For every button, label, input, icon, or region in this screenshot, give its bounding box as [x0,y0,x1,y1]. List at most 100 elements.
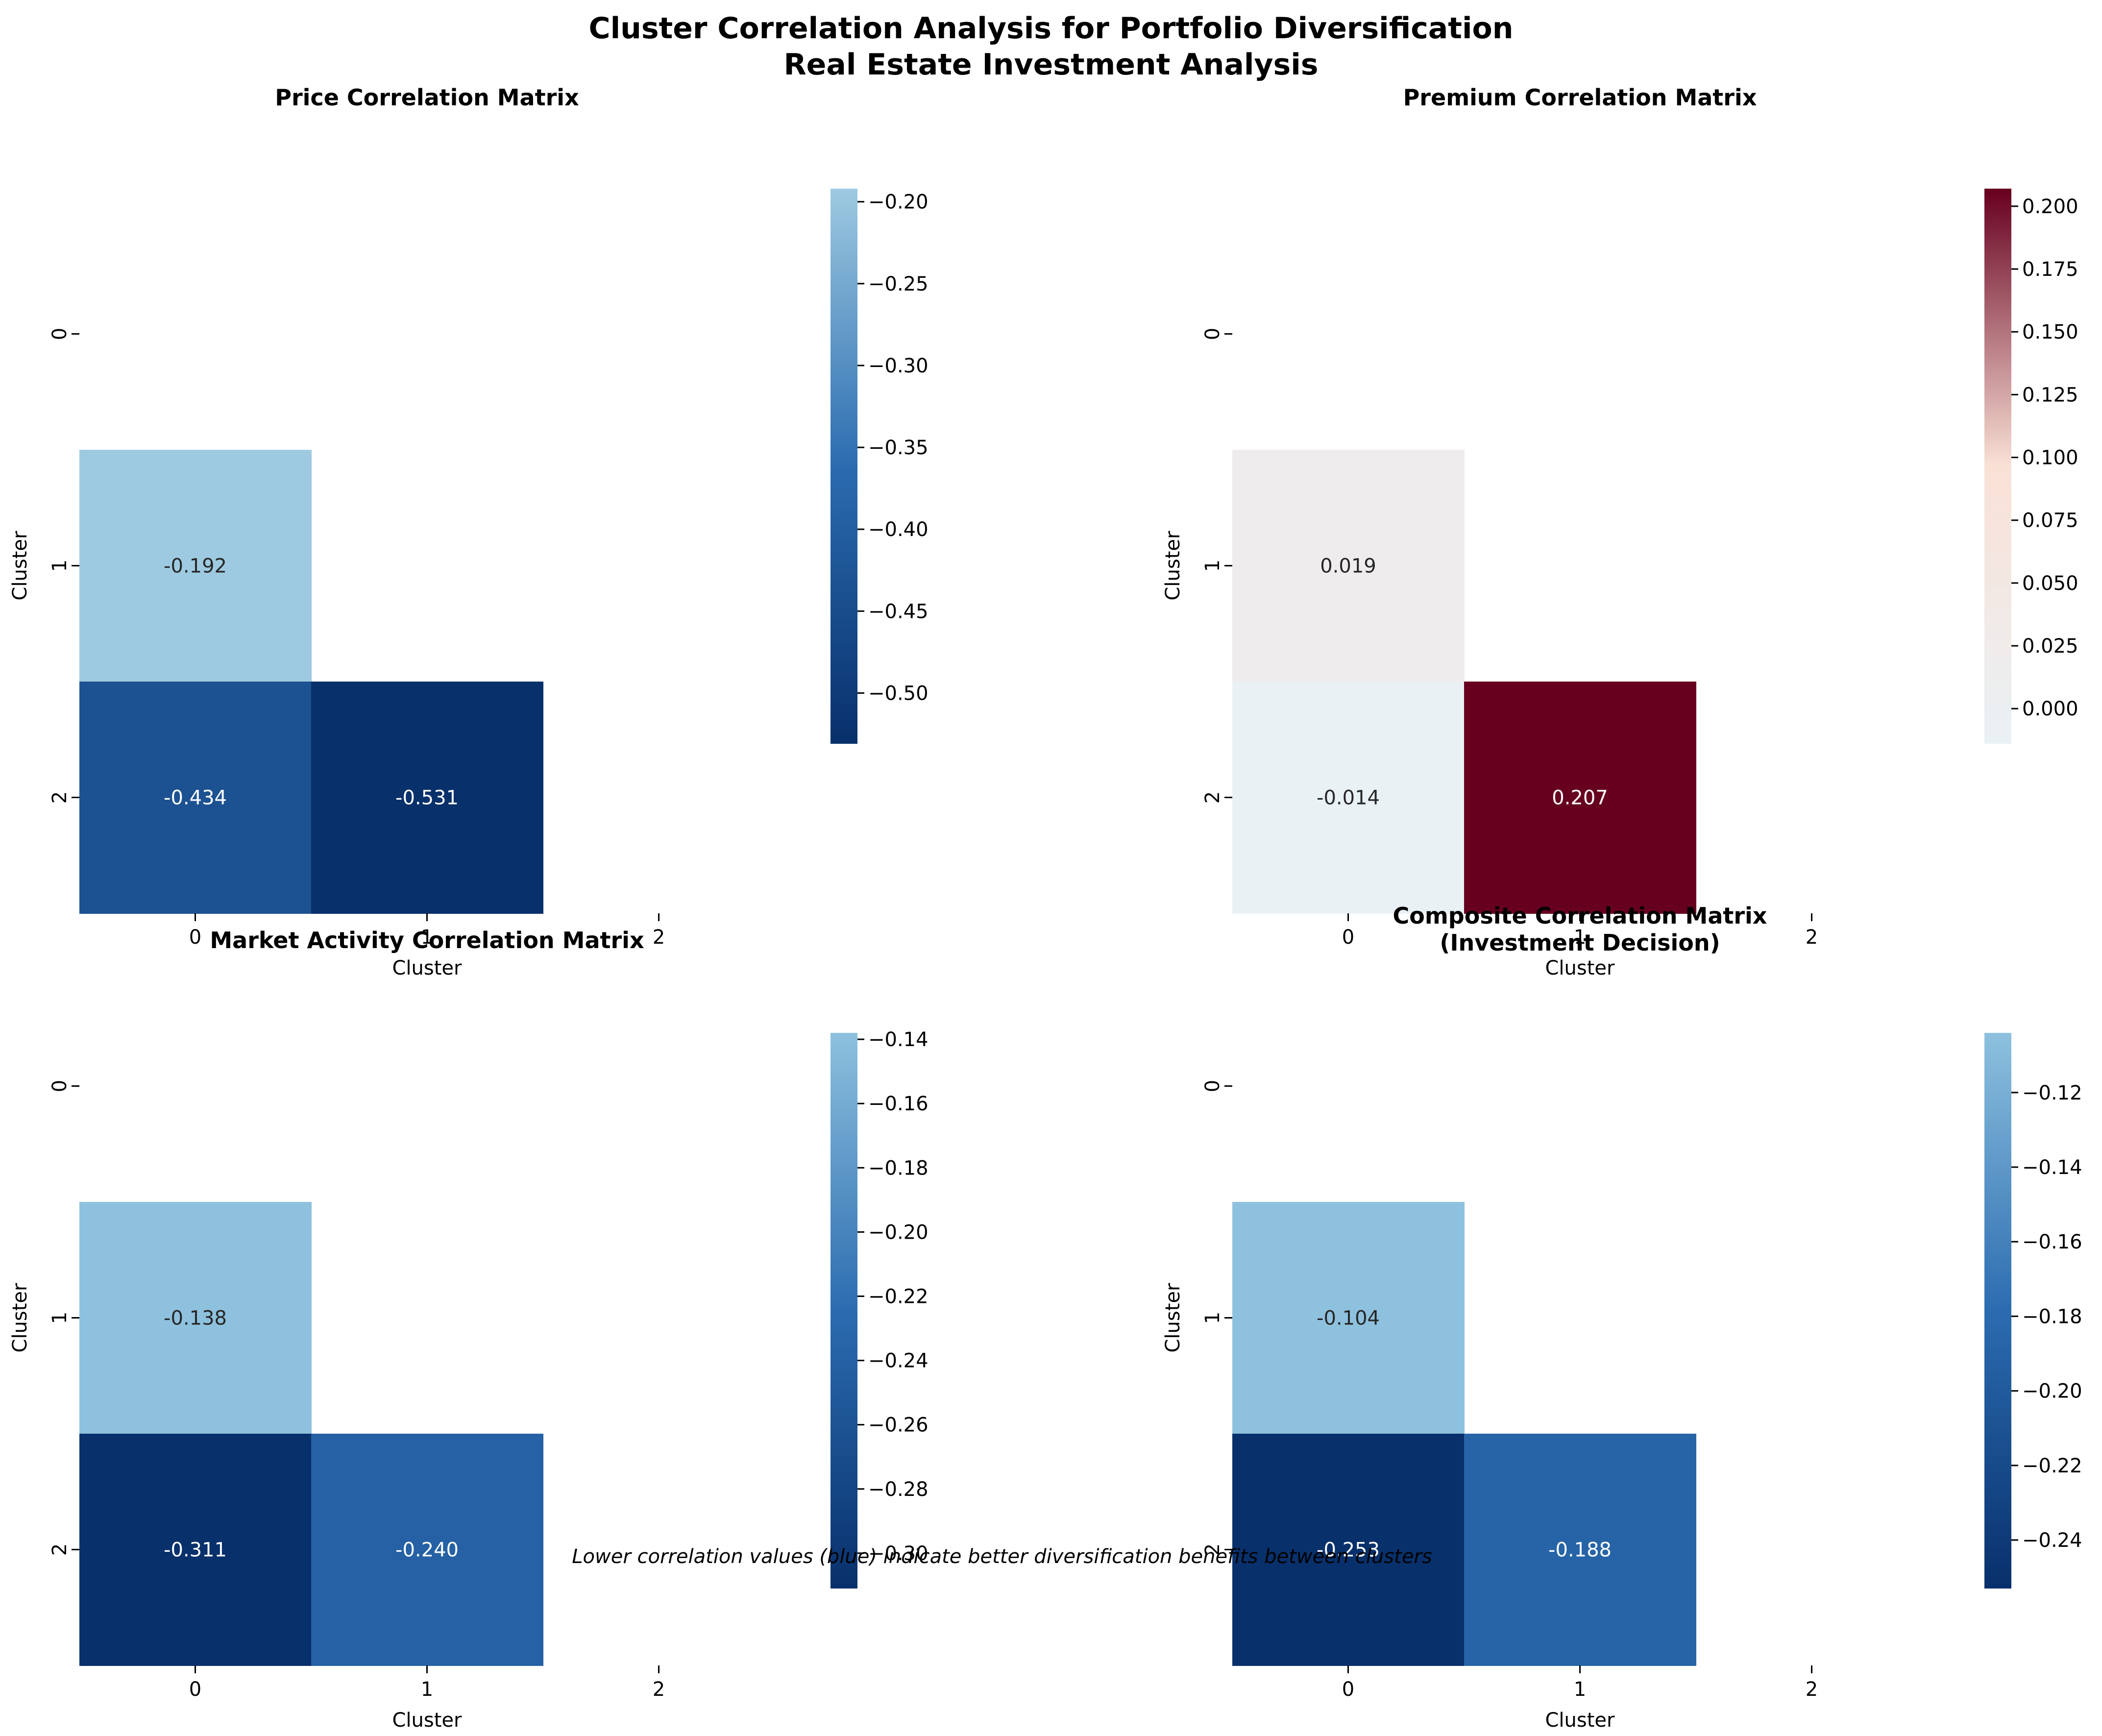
colorbar-tick-label: −0.25 [868,273,929,295]
colorbar [1984,1033,2011,1589]
colorbar [1984,189,2011,744]
panel-title: Market Activity Correlation Matrix [210,927,644,954]
heatmap-cell [79,1434,312,1666]
colorbar-tick-label: −0.30 [868,1542,929,1565]
cell-value-label: -0.014 [1317,787,1380,809]
colorbar-tick-label: −0.18 [868,1157,929,1179]
colorbar-tick-label: −0.24 [2022,1529,2082,1552]
x-tick-label: 2 [653,926,665,949]
colorbar-tick-label: 0.100 [2022,447,2078,469]
x-tick-label: 1 [421,926,433,949]
heatmap-cell [311,682,543,914]
y-axis-label: Cluster [9,531,31,601]
heatmap-cell [1232,1434,1465,1666]
colorbar-tick-label: −0.50 [868,682,929,705]
cell-value-label: -0.253 [1317,1539,1380,1562]
cell-value-label: 0.019 [1320,555,1376,578]
panel-title: Price Correlation Matrix [275,84,579,111]
panel-title: Premium Correlation Matrix [1403,84,1757,111]
y-tick-label: 2 [49,1543,71,1556]
y-tick-label: 0 [1201,1080,1224,1092]
y-axis-label: Cluster [1162,531,1184,601]
cell-value-label: 0.207 [1552,787,1608,809]
colorbar [831,1033,857,1589]
y-tick-label: 2 [1201,1543,1224,1556]
y-tick-label: 0 [49,1080,71,1092]
cell-value-label: -0.434 [164,787,227,809]
y-tick-label: 2 [1201,791,1224,804]
cell-value-label: -0.240 [395,1539,459,1562]
heatmap-cell [79,682,312,914]
colorbar-tick-label: −0.20 [868,1221,929,1244]
y-axis-label: Cluster [1162,1283,1184,1353]
colorbar-tick-label: −0.28 [868,1478,929,1501]
colorbar-tick-label: −0.20 [868,191,929,214]
heatmap-cell [1232,450,1465,682]
colorbar-tick-label: −0.20 [2022,1380,2082,1403]
colorbar-tick-label: 0.025 [2022,635,2078,658]
figure-title-line-2: Real Estate Investment Analysis [783,48,1318,82]
y-tick-label: 1 [49,1312,71,1324]
panel-title-line-2: (Investment Decision) [1440,929,1720,956]
heatmap-panels: Price Correlation Matrix -0.192 -0.434 -0.5… [9,84,2082,1732]
colorbar-tick-label: −0.30 [868,355,929,377]
cell-value-label: -0.192 [164,555,227,578]
x-axis-label: Cluster [392,1709,463,1732]
figure-title-line-1: Cluster Correlation Analysis for Portfol… [589,11,1514,46]
heatmap-panel: Price Correlation Matrix -0.192 -0.434 -0.5… [9,84,929,979]
cell-value-label: -0.138 [164,1307,227,1330]
colorbar-tick-label: −0.22 [2022,1455,2082,1477]
colorbar-tick-label: 0.150 [2022,321,2078,343]
colorbar-tick-label: 0.175 [2022,258,2078,281]
colorbar-tick-label: −0.18 [2022,1305,2082,1328]
x-tick-label: 0 [1342,926,1354,949]
colorbar-tick-label: −0.16 [2022,1231,2082,1253]
x-tick-label: 2 [653,1678,665,1701]
colorbar-tick-label: 0.125 [2022,384,2078,406]
colorbar-tick-label: −0.16 [868,1093,929,1115]
heatmap-cell [311,1434,543,1666]
x-tick-label: 0 [189,926,201,949]
heatmap-cell [1464,682,1696,914]
y-tick-label: 0 [49,328,71,340]
colorbar-tick-label: −0.40 [868,518,929,541]
cell-value-label: -0.531 [395,787,459,809]
heatmap-cell [79,1202,312,1434]
y-tick-label: 1 [1201,1312,1224,1324]
colorbar-tick-label: −0.24 [868,1350,929,1372]
colorbar-tick-label: −0.14 [2022,1156,2082,1179]
heatmap-cell [1232,1202,1465,1434]
colorbar-tick-label: −0.35 [868,437,929,459]
y-tick-label: 0 [1201,328,1224,340]
x-tick-label: 2 [1806,1678,1818,1701]
heatmap-panel: Market Activity Correlation Matrix -0.138… [9,927,929,1732]
cell-value-label: -0.104 [1317,1307,1380,1330]
heatmap-panel: Premium Correlation Matrix 0.019 -0.014 0.2… [1162,84,2078,979]
colorbar-tick-label: −0.14 [868,1028,929,1051]
figure-footnote: Lower correlation values (blue) indicate… [572,1545,1432,1568]
colorbar [831,189,857,744]
colorbar-tick-label: −0.45 [868,600,929,623]
colorbar-tick-label: −0.22 [868,1286,929,1308]
heatmap-cell [1232,682,1465,914]
heatmap-panel: Composite Correlation Matrix(Investment … [1162,903,2082,1732]
x-tick-label: 2 [1806,926,1818,949]
x-tick-label: 1 [421,1678,433,1701]
y-tick-label: 1 [1201,560,1224,572]
heatmap-cell [1464,1434,1696,1666]
cell-value-label: -0.311 [164,1539,227,1562]
cell-value-label: -0.188 [1548,1539,1612,1562]
colorbar-tick-label: 0.000 [2022,698,2078,720]
y-tick-label: 2 [49,791,71,804]
x-axis-label: Cluster [1545,1709,1615,1732]
colorbar-tick-label: 0.200 [2022,196,2078,218]
x-axis-label: Cluster [392,957,463,979]
colorbar-tick-label: 0.050 [2022,572,2078,595]
colorbar-tick-label: −0.12 [2022,1082,2082,1104]
y-axis-label: Cluster [9,1283,31,1353]
x-tick-label: 0 [189,1678,201,1701]
y-tick-label: 1 [49,560,71,572]
panel-title: Composite Correlation Matrix [1393,903,1767,929]
colorbar-tick-label: −0.26 [868,1414,929,1437]
